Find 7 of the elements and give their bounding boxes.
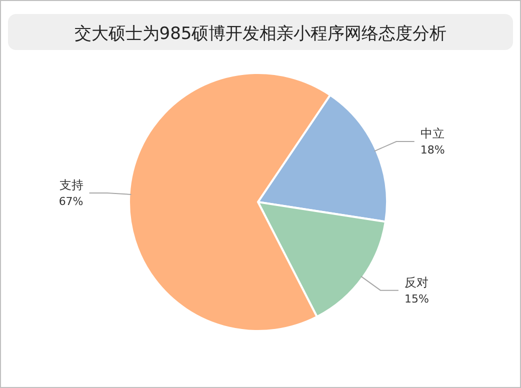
data-label: 18%: [420, 144, 445, 157]
slice-label: 支持: [59, 178, 84, 192]
data-label: 15%: [404, 292, 429, 306]
slice-label: 中立: [420, 126, 444, 141]
data-label: 67%: [58, 195, 84, 208]
chart-title: 交大硕士为985硕博开发相亲小程序网络态度分析: [74, 24, 447, 44]
slice-label: 反对: [404, 275, 428, 290]
